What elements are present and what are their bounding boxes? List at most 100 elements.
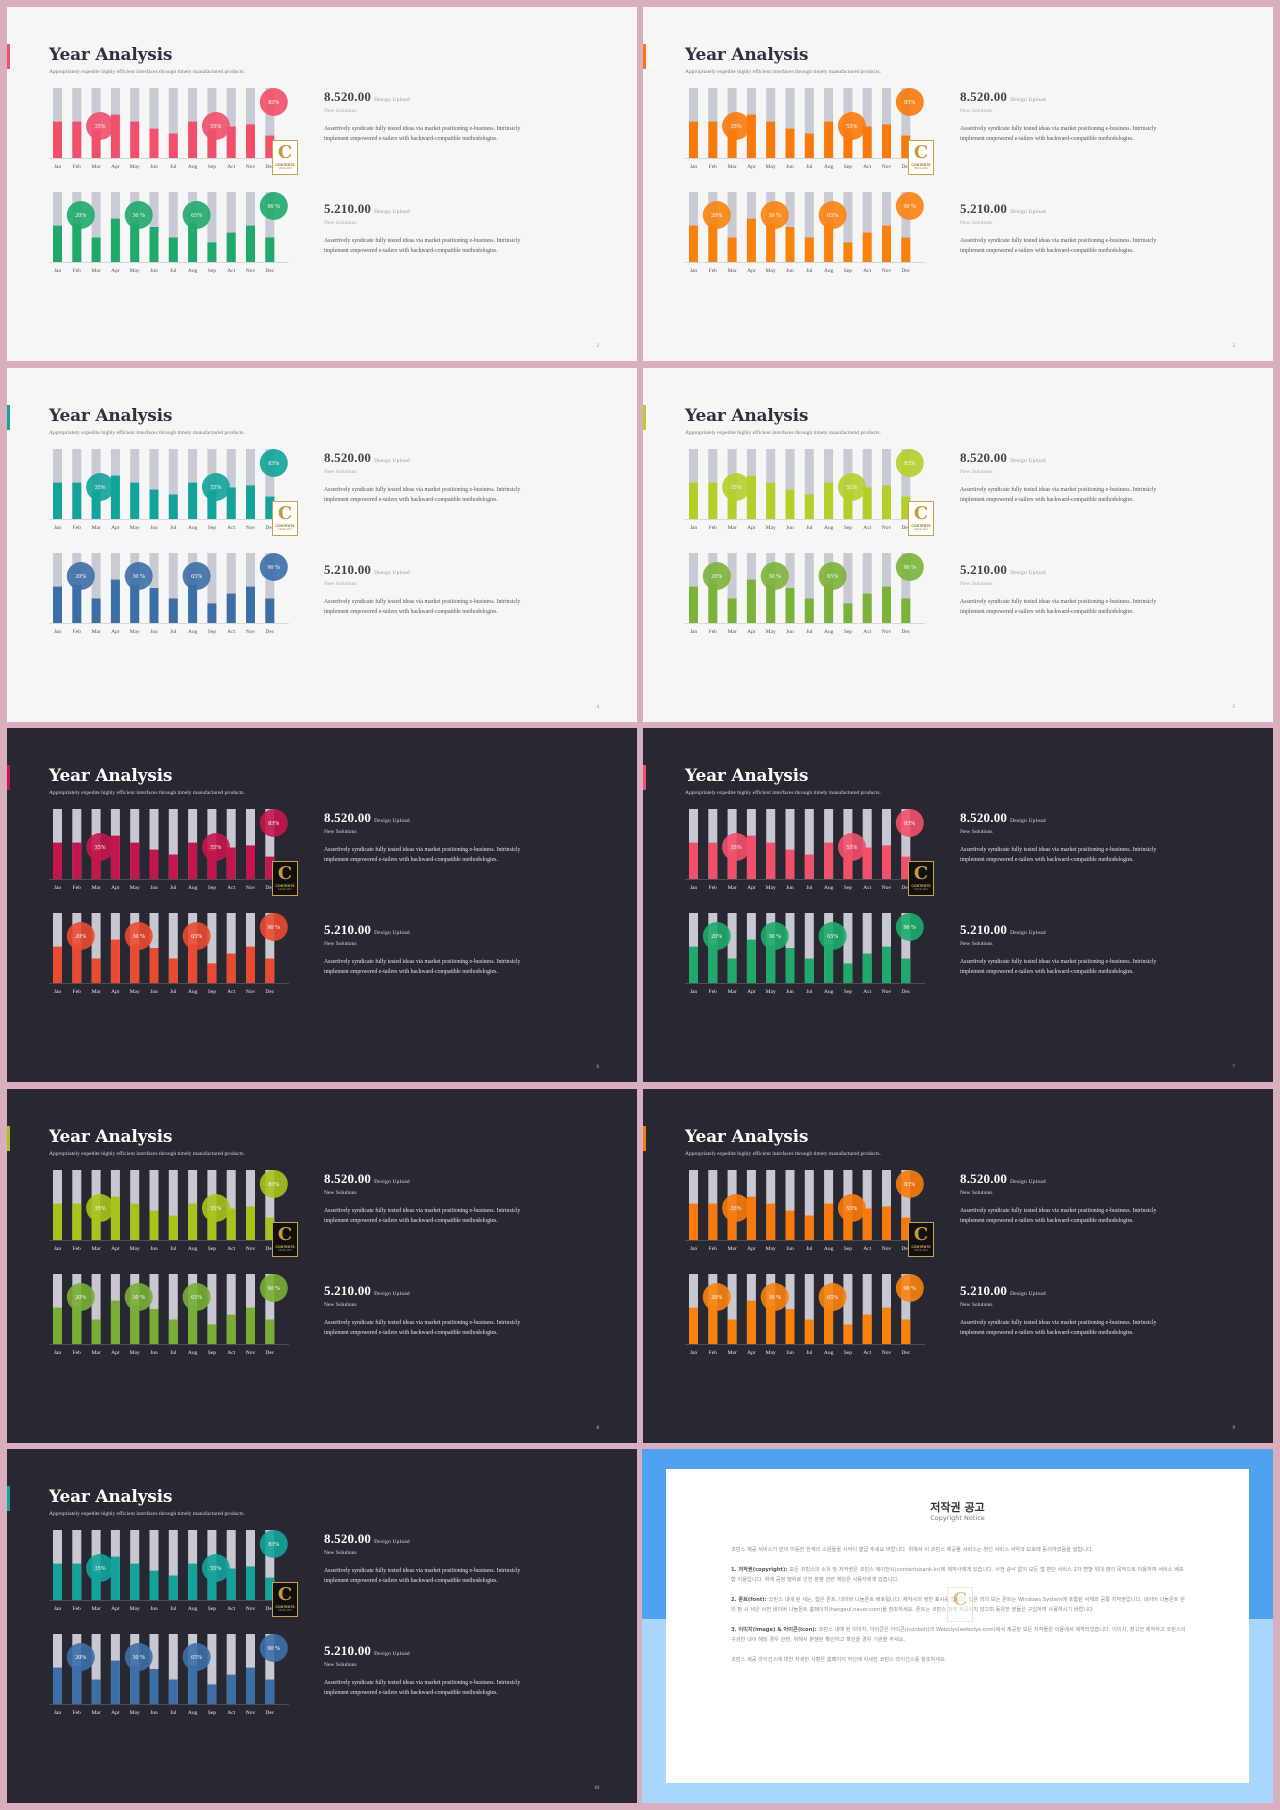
bar: [746, 835, 756, 879]
bar-track: [207, 1634, 217, 1704]
bar-track: [727, 913, 737, 983]
tick-label: Nov: [246, 1246, 256, 1252]
bubble-label: 30 %: [768, 934, 781, 940]
bottom-bar-chart: Jan Feb Mar Apr May Jun Jul Aug Sep Act Nov Dec 20% 3…: [49, 553, 319, 645]
bar: [901, 237, 911, 262]
tick-label: Dec: [901, 164, 910, 170]
stat-block-1: 8.520.00 Design Upload New Solutions Assert…: [324, 1171, 584, 1226]
stat-value: 8.520.00 Design Upload: [324, 450, 584, 466]
bottom-bar-chart: Jan Feb Mar Apr May Jun Jul Aug Sep Act Nov Dec 20% 3…: [49, 913, 319, 1005]
bottom-bar-chart: Jan Feb Mar Apr May Jun Jul Aug Sep Act Nov Dec 20% 3…: [685, 913, 955, 1005]
bar: [53, 1307, 62, 1344]
bar: [265, 598, 275, 623]
percent-bubble: [760, 922, 789, 950]
stat-number: 5.210.00: [960, 922, 1008, 937]
percent-bubble: [895, 88, 924, 116]
stat-number: 8.520.00: [324, 450, 372, 465]
bar: [901, 598, 911, 623]
bar: [824, 1305, 834, 1344]
stat-number: 5.210.00: [960, 562, 1008, 577]
bar-track: [149, 1530, 159, 1600]
stat-block-2: 5.210.00 Design Upload New Solutions Assert…: [324, 1643, 584, 1698]
tick-label: Jun: [150, 885, 158, 891]
logo-tag: SINCE 2010: [278, 528, 292, 531]
tick-label: Feb: [73, 1710, 82, 1716]
tick-label: Feb: [709, 1350, 718, 1356]
bubble-label: 30 %: [132, 213, 145, 219]
stat-value: 8.520.00 Design Upload: [324, 1171, 584, 1187]
percent-bubble: [818, 562, 847, 590]
slide-title: Year Analysis: [685, 1127, 809, 1147]
percent-bubble: [760, 201, 789, 229]
bar: [766, 1305, 776, 1344]
bar-track: [226, 809, 236, 879]
year-analysis-slide: Year Analysis Appropriately expedite high…: [643, 728, 1273, 1082]
tick-label: Act: [863, 629, 871, 635]
bubble-label: 35%: [731, 485, 742, 491]
bubble-label: 83%: [268, 1542, 279, 1548]
bar: [766, 842, 776, 879]
percent-bubble: [702, 1283, 731, 1311]
bubble-label: 30 %: [768, 213, 781, 219]
bar: [265, 1577, 275, 1600]
tick-label: Act: [227, 164, 235, 170]
bar-track: [246, 449, 255, 519]
bar: [226, 1314, 236, 1344]
bubble-label: 35%: [731, 845, 742, 851]
percent-bubble: [66, 1643, 95, 1671]
slide-subtitle: Appropriately expedite highly efficient …: [49, 69, 245, 75]
stat-sub: New Solutions: [960, 220, 993, 226]
bar-track: [265, 913, 275, 983]
tick-label: Aug: [188, 1350, 198, 1356]
bar: [708, 1203, 718, 1240]
stat-block-1: 8.520.00 Design Upload New Solutions Assert…: [324, 89, 584, 144]
bar-track: [882, 809, 891, 879]
bar-track: [91, 553, 101, 623]
year-analysis-slide: Year Analysis Appropriately expedite high…: [7, 1449, 637, 1803]
tick-label: Dec: [265, 989, 274, 995]
tick-label: Jun: [150, 525, 158, 531]
tick-label: May: [130, 1350, 140, 1356]
bar: [149, 588, 159, 623]
tick-label: Mar: [728, 1350, 737, 1356]
tick-label: Mar: [92, 989, 101, 995]
percent-bubble: [66, 1283, 95, 1311]
contents-logo: C CONTENTS SINCE 2010: [272, 861, 298, 896]
stat-sub: New Solutions: [324, 941, 357, 947]
bottom-bar-chart: Jan Feb Mar Apr May Jun Jul Aug Sep Act Nov Dec 20% 3…: [685, 192, 955, 284]
top-bar-chart: Jan Feb Mar Apr May Jun Jul Aug Sep Act Nov Dec 35% 5…: [685, 449, 955, 541]
slide-subtitle: Appropriately expedite highly efficient …: [685, 1151, 881, 1157]
tick-label: Act: [863, 989, 871, 995]
bar: [708, 944, 718, 983]
accent-tab: [7, 765, 10, 790]
tick-label: May: [130, 525, 140, 531]
tick-label: Mar: [728, 164, 737, 170]
bar: [72, 1305, 82, 1344]
accent-tab: [643, 44, 646, 69]
stat-body: Assertively syndicate fully tested ideas…: [960, 487, 1157, 503]
tick-label: Mar: [92, 1606, 101, 1612]
bar: [91, 130, 101, 158]
tick-label: Jun: [786, 989, 794, 995]
tick-label: Apr: [747, 989, 756, 995]
tick-label: Sep: [844, 1350, 853, 1356]
bubble-label: 65%: [191, 574, 202, 580]
bar: [110, 1300, 120, 1344]
bar: [110, 475, 120, 519]
tick-label: May: [766, 1350, 776, 1356]
tick-label: Apr: [111, 1710, 120, 1716]
stat-sub: New Solutions: [960, 469, 993, 475]
bar: [188, 1665, 198, 1704]
tick-label: Feb: [73, 1350, 82, 1356]
bar: [727, 1212, 737, 1240]
stat-number: 5.210.00: [324, 562, 372, 577]
percent-bubble: [895, 1170, 924, 1198]
logo-letter-icon: C: [913, 863, 929, 884]
stat-sub: New Solutions: [324, 829, 357, 835]
tick-label: Aug: [188, 1710, 198, 1716]
bubble-label: 83%: [268, 461, 279, 467]
bar-track: [804, 449, 814, 519]
stat-body: Assertively syndicate fully tested ideas…: [324, 1568, 521, 1584]
bar: [149, 849, 159, 879]
